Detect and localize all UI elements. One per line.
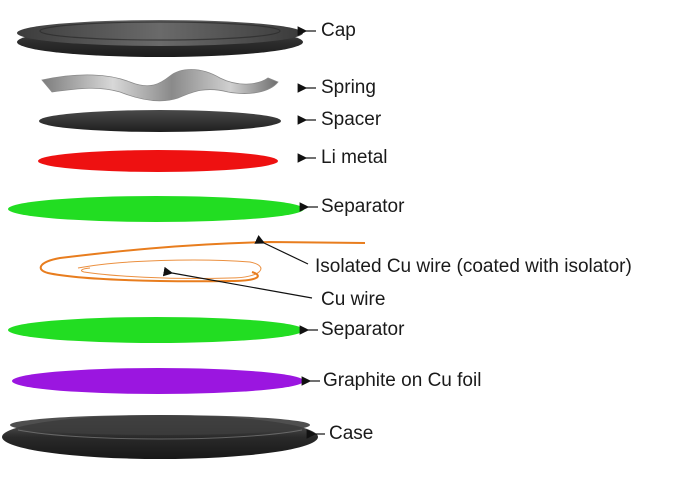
spring-disc	[41, 69, 279, 102]
label-isolated-cu-wire: Isolated Cu wire (coated with isolator)	[315, 256, 632, 277]
cap-disc	[17, 20, 303, 57]
graphite-disc	[12, 368, 304, 394]
label-cap: Cap	[321, 20, 356, 41]
spacer-disc	[39, 110, 281, 132]
li-metal-disc	[38, 150, 278, 172]
label-graphite: Graphite on Cu foil	[323, 370, 482, 391]
leader-lines	[162, 26, 325, 439]
cu-wire	[77, 259, 262, 280]
label-separator-bottom: Separator	[321, 319, 405, 340]
label-spacer: Spacer	[321, 109, 382, 130]
case-disc	[2, 415, 318, 459]
isolated-cu-wire	[39, 240, 366, 283]
label-li-metal: Li metal	[321, 147, 388, 168]
label-case: Case	[329, 423, 374, 444]
separator-top-disc	[8, 196, 304, 222]
label-cu-wire: Cu wire	[321, 289, 386, 310]
label-spring: Spring	[321, 77, 376, 98]
cu-wire-arrow	[162, 266, 313, 299]
label-separator-top: Separator	[321, 196, 405, 217]
isolated-wire-arrow	[254, 235, 309, 265]
separator-bottom-disc	[8, 317, 304, 343]
